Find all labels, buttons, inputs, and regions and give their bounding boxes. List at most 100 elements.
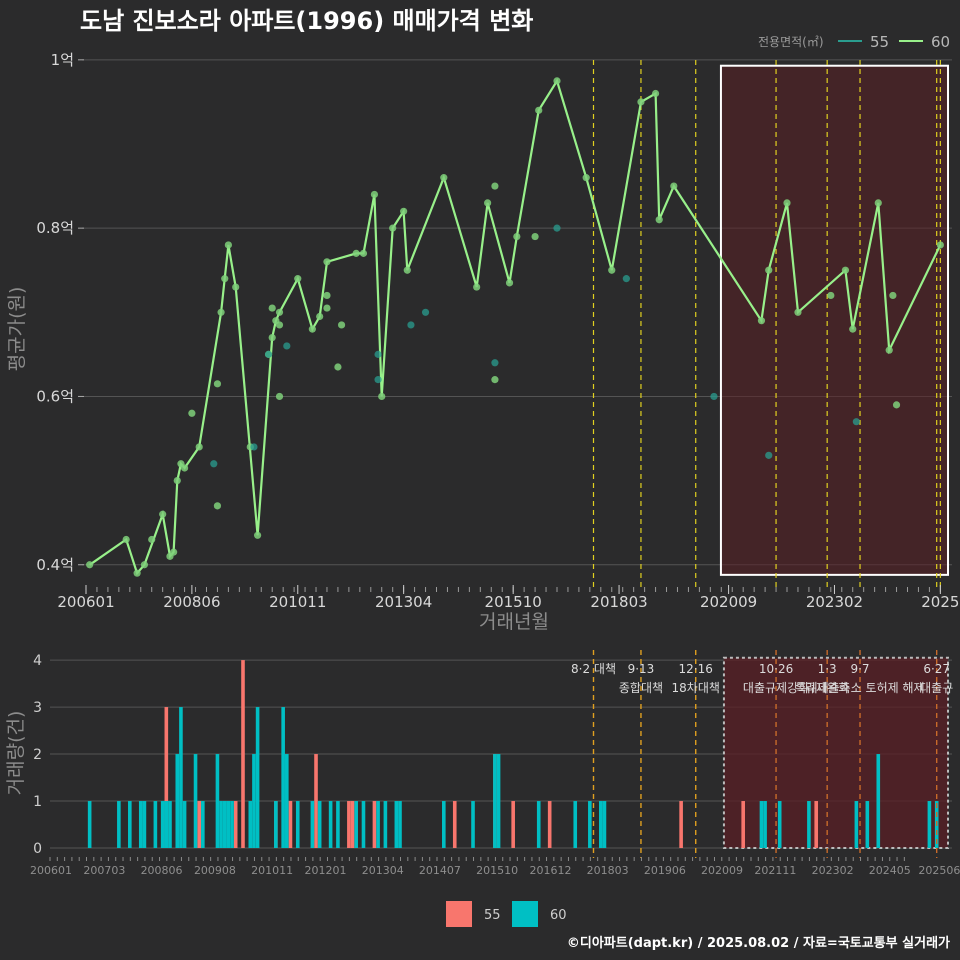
price-point-60 — [148, 535, 156, 544]
bar-legend-label-60: 60 — [550, 908, 567, 923]
price-grid — [82, 59, 952, 576]
price-point-55 — [264, 350, 273, 358]
price-point-60 — [370, 190, 379, 199]
volume-bar-60 — [573, 801, 578, 848]
x-axis-label: 거래년월 — [479, 611, 549, 633]
price-x-tick-label: 201304 — [375, 593, 432, 611]
volume-bar-60 — [383, 801, 388, 848]
price-point-60 — [316, 312, 324, 321]
bar-legend-swatch-55 — [446, 901, 472, 927]
volume-x-tick-label: 201407 — [419, 864, 461, 877]
volume-bar-60 — [876, 754, 881, 848]
volume-bar-60 — [361, 801, 366, 848]
price-point-60 — [268, 333, 276, 342]
chart-legend: 전용면적(㎡) 55 60 — [758, 33, 950, 51]
volume-x-tick-label: 202302 — [812, 864, 854, 877]
price-point-60 — [794, 308, 802, 316]
price-point-60 — [122, 535, 130, 544]
volume-x-tick-label: 201803 — [587, 864, 629, 877]
price-y-tick-label: 0.4억 — [36, 556, 74, 574]
price-point-60 — [505, 279, 514, 287]
price-point-60 — [188, 409, 196, 417]
volume-bar-60 — [807, 801, 811, 848]
volume-bar-60 — [153, 801, 158, 848]
volume-bar-60 — [219, 801, 223, 848]
price-point-60 — [173, 477, 181, 485]
price-point-55 — [852, 418, 860, 426]
volume-x-tick-label: 202111 — [754, 864, 796, 877]
volume-bar-60 — [295, 801, 300, 848]
price-point-60 — [670, 182, 678, 190]
price-point-60 — [359, 249, 368, 257]
volume-bar-60 — [274, 801, 278, 848]
price-point-60 — [765, 266, 773, 274]
volume-bar-55 — [372, 801, 377, 848]
legend-label-60: 60 — [931, 33, 950, 51]
volume-bar-60 — [394, 801, 399, 848]
volume-x-tick-label: 201304 — [362, 864, 404, 877]
price-point-60 — [213, 502, 222, 510]
price-y-tick-label: 0.6억 — [36, 387, 74, 405]
volume-bar-55 — [547, 801, 552, 848]
price-point-60 — [86, 561, 94, 569]
price-point-60 — [400, 207, 408, 215]
volume-bar-55 — [679, 801, 683, 848]
price-point-60 — [323, 258, 331, 266]
volume-bar-60 — [865, 801, 870, 848]
volume-bar-55 — [741, 801, 745, 848]
price-point-60 — [491, 376, 499, 384]
bar-legend-swatch-60 — [512, 901, 538, 927]
price-point-60 — [294, 275, 302, 283]
price-point-60 — [484, 199, 492, 207]
price-point-60 — [221, 275, 229, 283]
price-point-60 — [608, 266, 616, 274]
price-point-60 — [275, 392, 284, 401]
volume-y-tick-label: 0 — [33, 841, 42, 857]
legend-label-55: 55 — [870, 33, 889, 51]
price-y-tick-label: 1억 — [51, 51, 74, 69]
volume-bar-60 — [215, 754, 220, 848]
price-point-55 — [407, 321, 415, 329]
price-x-tick-label: 202302 — [806, 593, 863, 611]
volume-y-tick-label: 2 — [33, 747, 42, 763]
price-point-60 — [275, 308, 284, 316]
volume-bar-60 — [854, 801, 859, 848]
volume-bar-55 — [288, 801, 293, 848]
price-axes: 0.4억 0.6억 0.8억 1억 200601 200806 201011 201304 20… — [36, 51, 959, 611]
event-date-label: 1·3 — [818, 662, 837, 676]
volume-bar-60 — [602, 801, 607, 848]
price-point-60 — [268, 304, 276, 312]
volume-bar-60 — [759, 801, 764, 848]
volume-bar-60 — [285, 754, 289, 848]
bar-legend: 55 60 — [446, 901, 567, 927]
volume-x-tick-label: 202405 — [869, 864, 911, 877]
volume-bar-60 — [168, 801, 172, 848]
volume-bar-55 — [314, 754, 318, 848]
price-event-lines — [592, 60, 941, 588]
price-series — [86, 77, 944, 577]
event-policy-label: 규제완화 — [805, 681, 849, 695]
price-x-tick-label: 201510 — [485, 593, 542, 611]
volume-bar-55 — [814, 801, 819, 848]
volume-bar-60 — [281, 707, 285, 848]
event-policy-label: 대출규제강화 — [743, 681, 809, 695]
price-point-60 — [637, 98, 645, 106]
price-x-tick-label: 202009 — [700, 593, 757, 611]
price-point-60 — [651, 89, 660, 98]
price-point-60 — [491, 182, 499, 190]
volume-bar-60 — [182, 801, 187, 848]
price-point-55 — [374, 376, 382, 384]
volume-axes: 0 1 2 3 4 200601 200703 200806 200908 201011 20120… — [30, 653, 960, 877]
volume-x-tick-label: 200601 — [30, 864, 72, 877]
volume-bar-55 — [197, 801, 201, 848]
volume-bar-60 — [128, 801, 132, 848]
volume-bar-60 — [175, 754, 180, 848]
price-point-60 — [217, 308, 225, 316]
volume-y-tick-label: 1 — [33, 794, 42, 810]
price-point-60 — [783, 199, 791, 207]
price-highlight-box — [719, 64, 949, 576]
volume-x-tick-label: 200908 — [194, 864, 236, 877]
event-policy-label: 대출규 — [920, 681, 953, 695]
volume-axis-label: 거래량(건) — [5, 711, 27, 796]
price-point-60 — [170, 548, 178, 556]
